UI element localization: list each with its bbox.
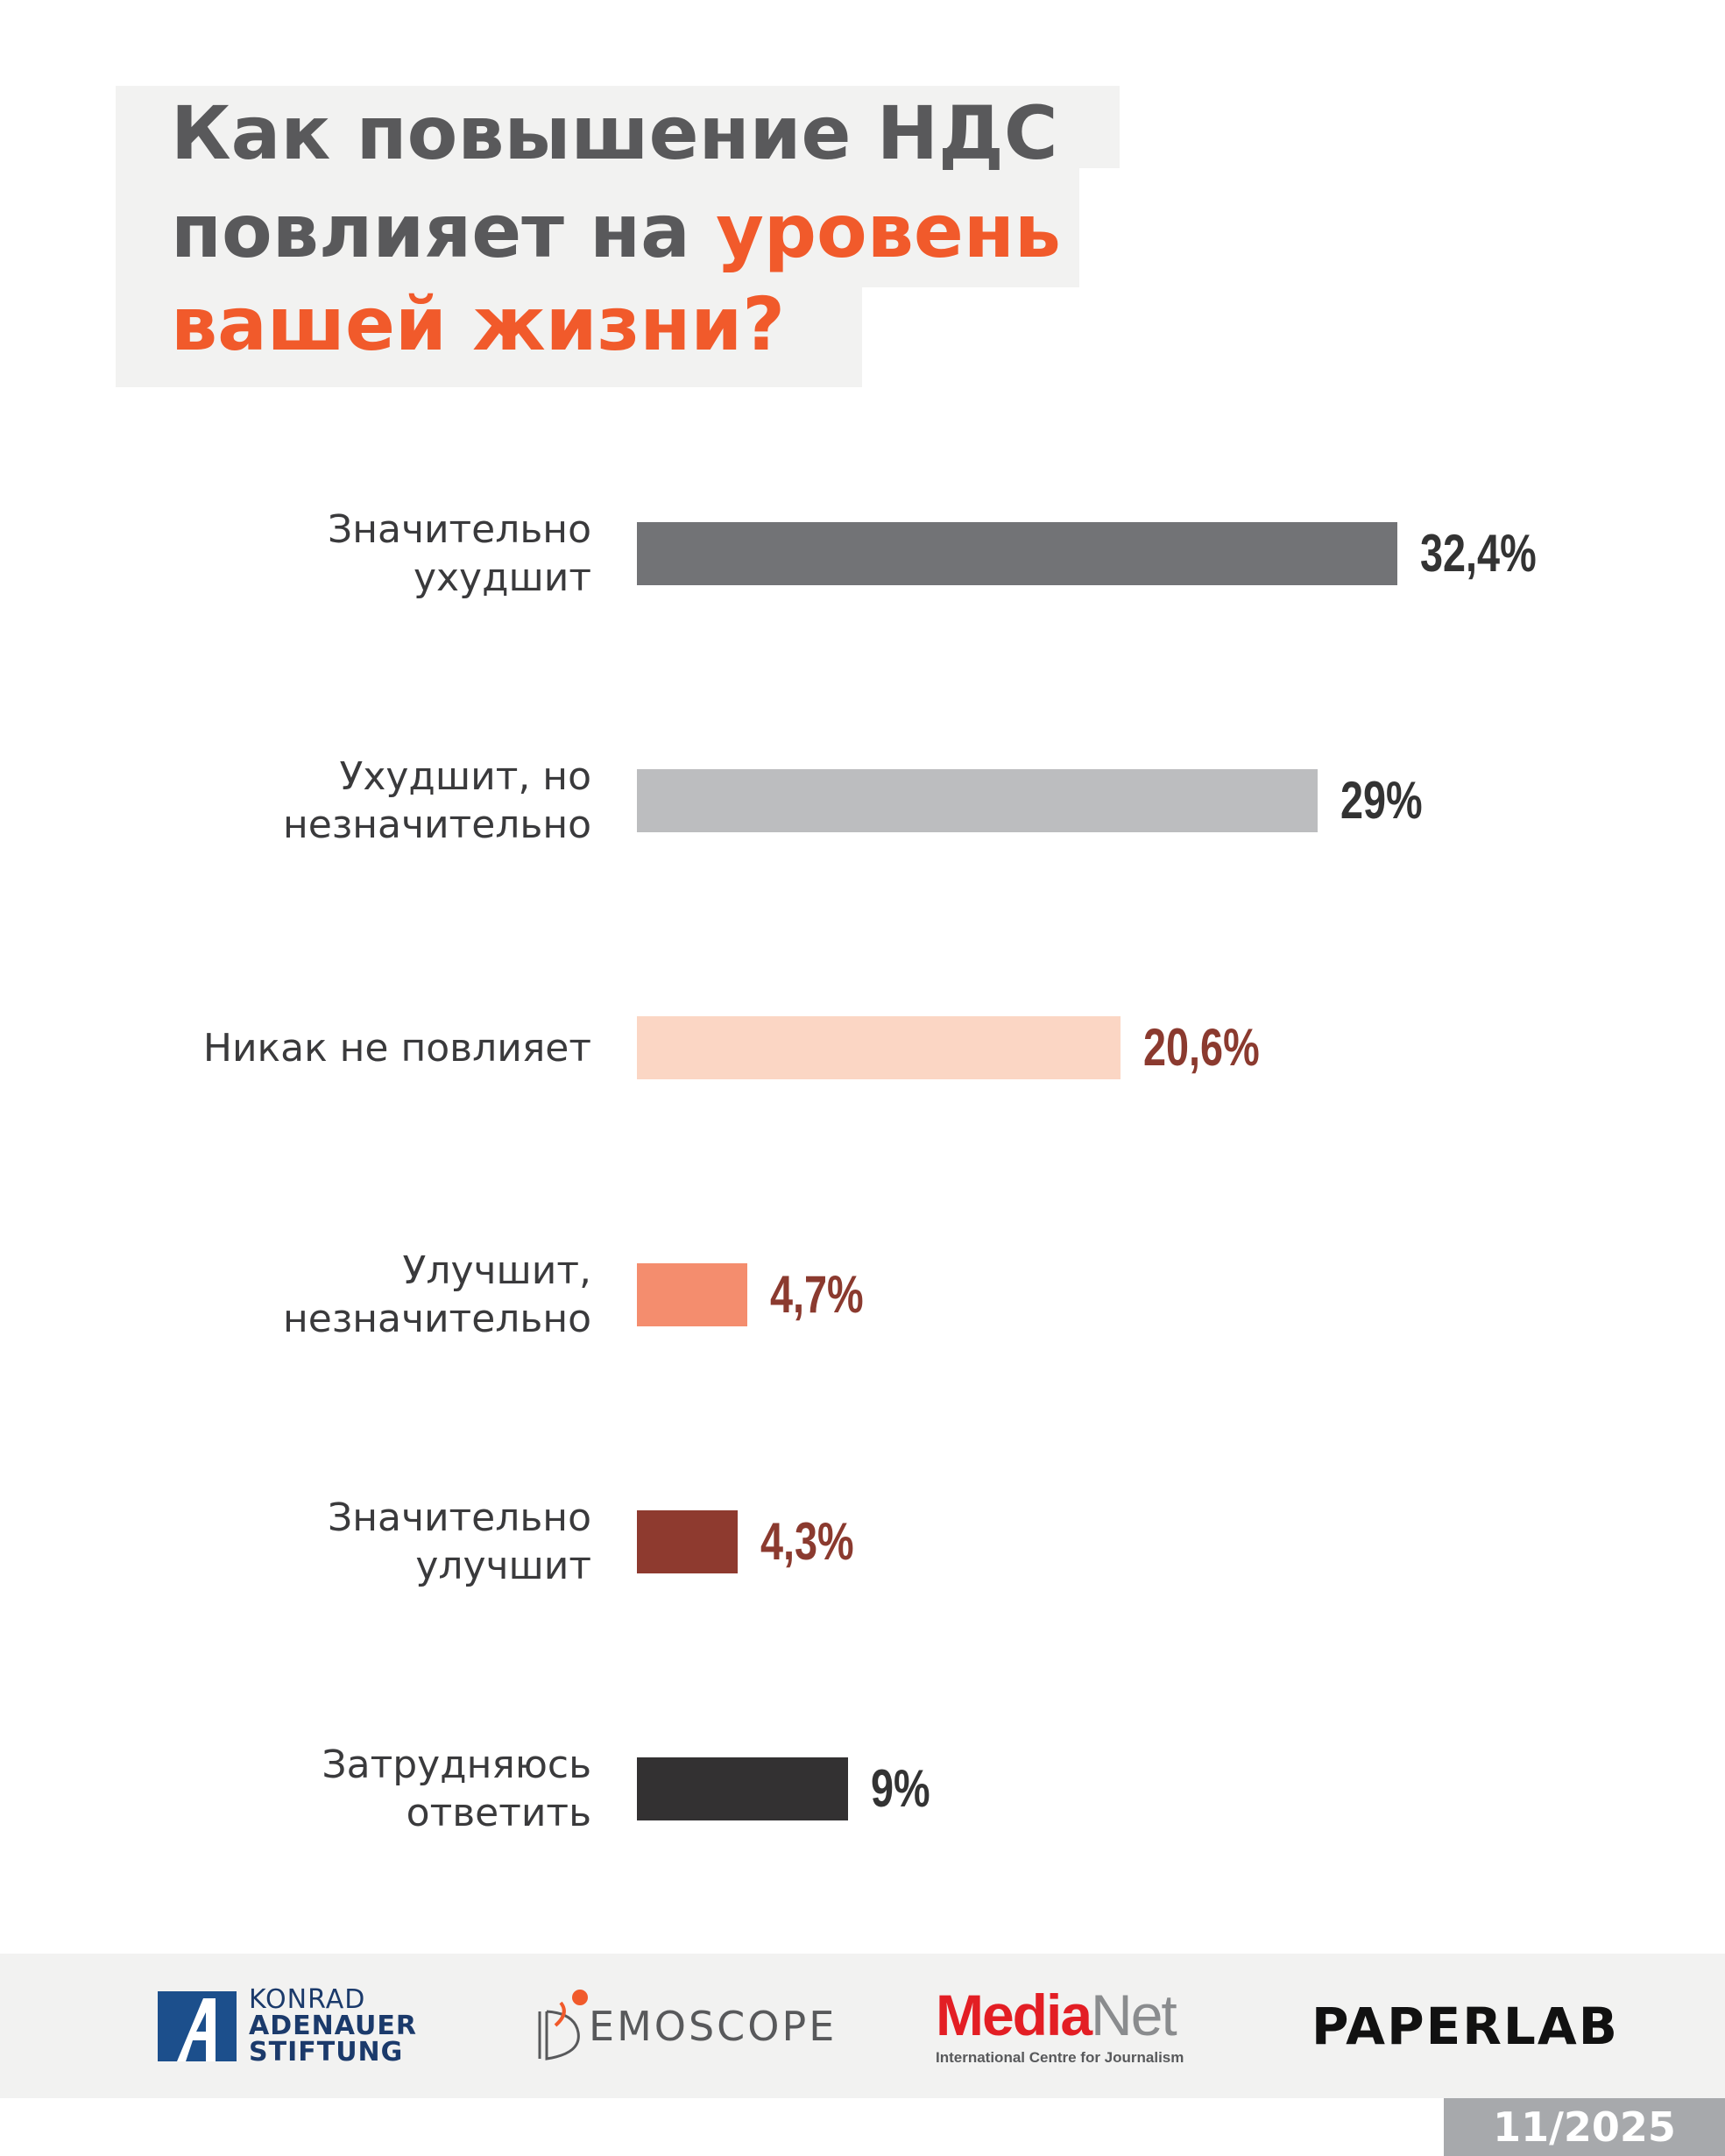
page-title-line-3: вашей жизни? [171,281,785,367]
medianet-subtitle: International Centre for Journalism [936,2048,1184,2066]
category-label-line: Значительно [328,1495,591,1540]
category-label: Никак не повлияет [101,1024,591,1072]
demoscope-logo: EMOSCOPE [534,1954,837,2098]
bar-value-label: 20,6% [1143,1018,1260,1077]
bar-value-label: 32,4% [1420,524,1537,583]
category-label-line: незначительно [283,802,591,847]
category-label-line: ухудшит [413,555,591,600]
kas-name: KONRAD ADENAUER STIFTUNG [249,1983,417,2068]
category-label: Значительно улучшит [101,1494,591,1590]
bar [637,522,1397,585]
category-label: Ухудшит, но незначительно [101,753,591,849]
category-label-line: Значительно [328,507,591,552]
category-label-line: Ухудшит, но [339,754,591,799]
kas-emblem-icon [158,1990,237,2061]
demoscope-d-icon [538,1989,588,2061]
medianet-name: MediaNet [936,1982,1177,2047]
category-label: Улучшит, незначительно [101,1247,591,1343]
bar-value-label: 4,3% [760,1512,854,1571]
title-plain-text: повлияет на [171,188,717,274]
kas-line-1: KONRAD [249,1983,366,2015]
kas-line-2: ADENAUER [249,2010,417,2041]
category-label-line: Никак не повлияет [202,1025,591,1071]
bar [637,1510,738,1573]
medianet-net: Net [1091,1982,1177,2047]
title-accent-text: уровень [716,188,1061,274]
medianet-media: Media [936,1982,1092,2047]
category-label-line: улучшит [415,1544,591,1588]
medianet-logo: MediaNet International Centre for Journa… [936,1954,1184,2098]
bar-value-label: 9% [871,1759,930,1818]
category-label-line: Затрудняюсь [322,1742,591,1787]
kas-line-3: STIFTUNG [249,2036,404,2068]
category-label-line: Улучшит, [402,1248,591,1293]
bar [637,1263,747,1326]
bar [637,1016,1121,1079]
footer-logos: KONRAD ADENAUER STIFTUNG EMOSCOPE MediaN… [0,1954,1725,2098]
title-bg-2 [116,168,1079,287]
bar-chart: Значительно ухудшит 32,4% Ухудшит, но незнач… [0,491,1725,1857]
date-badge: 11/2025 [1444,2098,1725,2156]
kas-logo: KONRAD ADENAUER STIFTUNG [158,1954,417,2098]
page-title-line-1: Как повышение НДС [171,90,1058,176]
demoscope-name: EMOSCOPE [589,2002,838,2050]
title-bg-3 [116,287,862,387]
paperlab-name: PAPERLAB [1311,1996,1619,2056]
paperlab-logo: PAPERLAB [1311,1954,1619,2098]
category-label: Затрудняюсь ответить [101,1741,591,1837]
bar-value-label: 4,7% [770,1265,864,1324]
bar [637,1757,848,1820]
category-label-line: ответить [406,1791,591,1835]
title-bg-1 [116,86,1120,168]
bar [637,769,1318,832]
page-title-line-2: повлияет на уровень [171,187,1061,275]
category-label: Значительно ухудшит [101,505,591,602]
category-label-line: незначительно [283,1297,591,1341]
bar-value-label: 29% [1340,771,1423,830]
